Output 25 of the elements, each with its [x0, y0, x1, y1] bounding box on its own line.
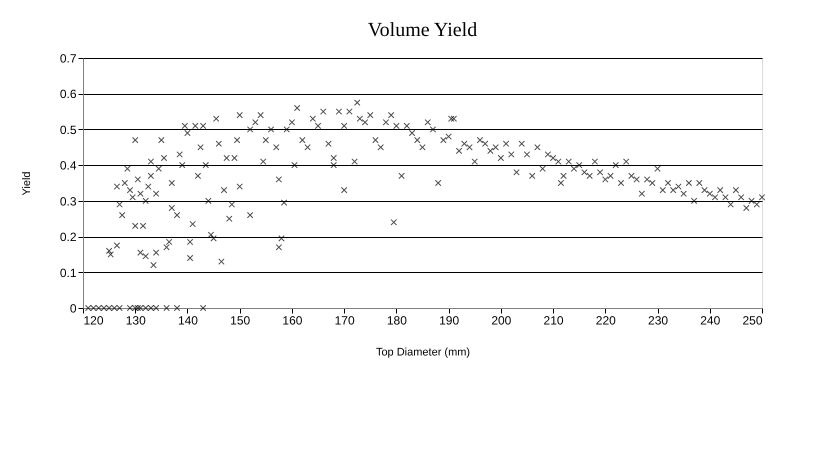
x-tick-label: 170 [334, 314, 355, 328]
x-tick-label: 150 [230, 314, 251, 328]
x-tick-label: 200 [491, 314, 512, 328]
y-tick-label: 0.7 [60, 52, 77, 66]
x-tick-label: 120 [84, 314, 104, 328]
y-axis-title: Yield [20, 171, 33, 196]
y-tick-label: 0.2 [60, 230, 77, 244]
y-tick-label: 0.1 [60, 266, 77, 280]
x-tick-label: 140 [178, 314, 198, 328]
y-tick-label: 0.3 [60, 194, 77, 208]
x-tick-label: 250 [742, 314, 763, 328]
x-tick-label: 160 [282, 314, 303, 328]
y-tick-label: 0.6 [60, 87, 77, 102]
x-tick-label: 210 [544, 314, 564, 328]
x-tick-label: 230 [648, 314, 668, 328]
x-tick-label: 220 [596, 314, 616, 328]
x-tick-label: 240 [700, 314, 721, 328]
y-tick-label: 0.5 [60, 122, 77, 137]
x-tick-label: 130 [126, 314, 146, 328]
x-axis-title: Top Diameter (mm) [376, 346, 470, 358]
y-tick-label: 0 [70, 302, 77, 316]
chart-title: Volume Yield [368, 19, 478, 41]
x-tick-label: 180 [386, 314, 408, 328]
x-tick-label: 190 [439, 314, 460, 328]
y-tick-label: 0.4 [60, 158, 77, 173]
